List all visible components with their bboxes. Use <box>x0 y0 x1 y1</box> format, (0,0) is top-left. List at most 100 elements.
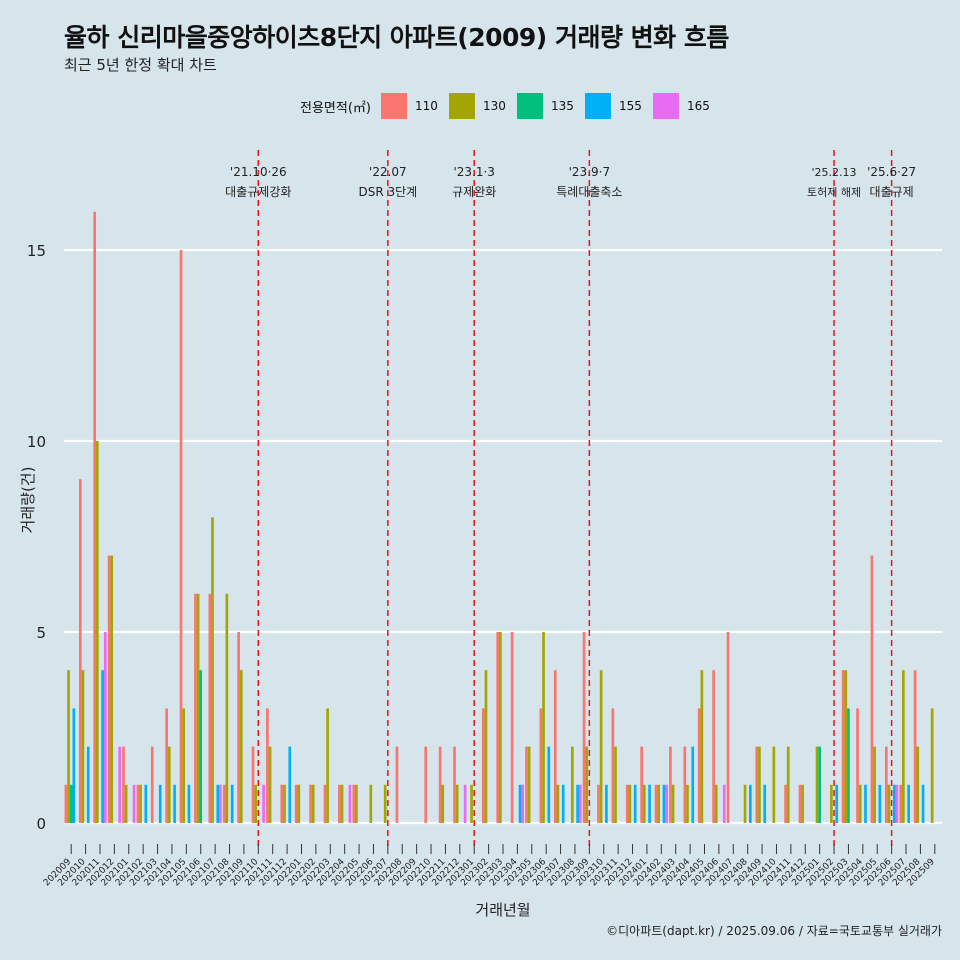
bar-130-202105 <box>182 708 186 823</box>
bar-110-202104 <box>165 708 168 823</box>
bar-110-202412 <box>798 784 802 823</box>
legend-label-155: 155 <box>618 99 642 113</box>
bar-110-202503 <box>841 670 845 823</box>
legend-label-130: 130 <box>482 99 506 113</box>
bar-110-202310 <box>597 784 600 823</box>
bar-155-202508 <box>921 784 925 823</box>
bar-155-202312 <box>633 784 637 823</box>
bar-135-202501 <box>818 746 821 823</box>
bar-130-202201 <box>297 784 301 823</box>
annotation-label-202301: 규제완화 <box>452 185 496 199</box>
annotation-label-202309: 특례대출축소 <box>556 185 622 199</box>
bar-130-202308 <box>570 746 574 823</box>
bar-130-202508 <box>916 746 920 823</box>
bar-130-202503 <box>844 670 848 823</box>
bar-110-202411 <box>784 784 787 823</box>
bar-130-202501 <box>815 746 819 823</box>
bar-130-202301 <box>470 784 473 823</box>
annotation-date-202110: '21.10·26 <box>230 165 287 179</box>
y-tick-label: 10 <box>27 433 46 451</box>
bar-110-202208 <box>395 746 399 823</box>
bar-155-202505 <box>878 784 882 823</box>
bar-165-202402 <box>665 784 668 823</box>
bar-130-202203 <box>326 708 329 823</box>
bar-165-202204 <box>348 784 352 823</box>
bar-110-202204 <box>338 784 341 823</box>
bar-110-202508 <box>913 670 917 823</box>
bar-130-202412 <box>801 784 804 823</box>
bar-130-202307 <box>556 784 560 823</box>
bar-110-202110 <box>251 746 255 823</box>
bar-130-202202 <box>311 784 315 823</box>
bar-155-202105 <box>187 784 191 823</box>
bar-110-202304 <box>510 632 514 823</box>
bar-130-202506 <box>887 784 891 823</box>
bar-130-202509 <box>930 708 934 823</box>
bar-110-202402 <box>654 784 658 823</box>
bar-110-202101 <box>122 746 125 823</box>
bar-130-202107 <box>211 517 214 823</box>
annotation-label-202506: 대출규제 <box>870 185 914 199</box>
bar-165-202406 <box>722 784 726 823</box>
legend-swatch-130 <box>448 93 475 119</box>
bar-130-202204 <box>340 784 344 823</box>
annotation-date-202207: '22.07 <box>369 165 407 179</box>
bar-110-202011 <box>93 211 97 824</box>
bar-110-202012 <box>107 555 111 823</box>
y-tick-label: 15 <box>27 242 46 260</box>
legend-swatch-155 <box>584 93 611 119</box>
bar-130-202205 <box>355 784 358 823</box>
bar-130-202306 <box>542 632 545 823</box>
bar-110-202506 <box>885 746 888 823</box>
bar-155-202010 <box>86 746 90 823</box>
bar-165-202012 <box>118 746 121 823</box>
bar-110-202311 <box>611 708 615 823</box>
bar-130-202403 <box>671 784 675 823</box>
legend: 전용면적(㎡) 110 130 135 155 165 <box>300 92 721 120</box>
bar-155-202102 <box>144 784 148 823</box>
annotation-date-202309: '23.9·7 <box>569 165 610 179</box>
bar-110-202407 <box>726 632 730 823</box>
bar-155-202402 <box>662 784 666 823</box>
bar-130-202402 <box>657 784 661 823</box>
bar-110-202211 <box>438 746 442 823</box>
bar-110-202205 <box>352 784 356 823</box>
bar-130-202411 <box>786 746 790 823</box>
bar-130-202309 <box>585 746 589 823</box>
bar-130-202009 <box>67 670 70 823</box>
legend-swatch-110 <box>380 93 407 119</box>
bar-130-202408 <box>743 784 747 823</box>
bar-130-202505 <box>873 746 876 823</box>
bar-165-202304 <box>521 784 525 823</box>
bar-110-202303 <box>496 632 500 823</box>
bar-165-202011 <box>103 632 107 823</box>
bar-155-202112 <box>288 746 292 823</box>
bar-130-202212 <box>455 784 459 823</box>
bar-110-202105 <box>179 250 183 823</box>
bar-110-202406 <box>712 670 715 823</box>
bar-130-202206 <box>369 784 373 823</box>
bar-110-202504 <box>856 708 859 823</box>
bar-110-202305 <box>525 746 528 823</box>
bar-155-202011 <box>101 670 104 823</box>
legend-item-165: 165 <box>652 93 717 119</box>
bar-130-202011 <box>96 441 99 823</box>
bar-155-202104 <box>173 784 176 823</box>
bar-165-202506 <box>895 784 899 823</box>
bar-155-202409 <box>763 784 767 823</box>
bar-155-202304 <box>518 784 522 823</box>
bar-155-202308 <box>576 784 579 823</box>
bar-130-202109 <box>239 670 243 823</box>
bar-130-202311 <box>614 746 617 823</box>
bar-110-202102 <box>136 784 140 823</box>
legend-label-135: 135 <box>550 99 574 113</box>
bar-110-202312 <box>625 784 629 823</box>
bar-130-202401 <box>642 784 646 823</box>
legend-swatch-165 <box>652 93 679 119</box>
bar-130-202507 <box>902 670 905 823</box>
bar-130-202312 <box>628 784 632 823</box>
bar-110-202309 <box>582 632 586 823</box>
bar-110-202010 <box>78 479 82 823</box>
legend-item-110: 110 <box>380 93 445 119</box>
